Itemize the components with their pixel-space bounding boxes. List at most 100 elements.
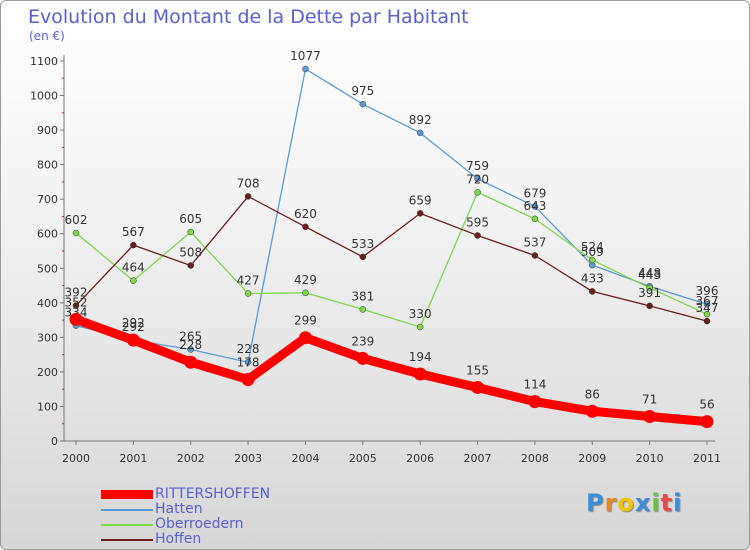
y-tick-label: 0 xyxy=(51,435,58,448)
y-tick-label: 900 xyxy=(37,124,58,137)
data-label: 537 xyxy=(523,235,546,249)
data-point xyxy=(187,346,194,353)
data-label: 433 xyxy=(581,271,604,285)
data-point xyxy=(643,409,657,423)
data-label: 605 xyxy=(179,212,202,226)
legend-label: RITTERSHOFFEN xyxy=(155,486,271,502)
data-label: 299 xyxy=(294,314,317,328)
y-tick-label: 500 xyxy=(37,262,58,275)
data-point xyxy=(413,367,427,381)
x-tick-label: 2010 xyxy=(636,452,664,465)
data-label: 659 xyxy=(409,193,432,207)
data-point xyxy=(646,302,653,310)
data-point xyxy=(531,203,539,210)
data-point xyxy=(416,129,424,137)
y-tick-label: 400 xyxy=(37,297,58,310)
logo-letter: r xyxy=(604,489,618,517)
data-label: 620 xyxy=(294,207,317,221)
data-point xyxy=(244,358,252,366)
chart-title: Evolution du Montant de la Dette par Hab… xyxy=(28,6,469,28)
y-tick-label: 1000 xyxy=(30,90,58,103)
x-tick-label: 2007 xyxy=(464,452,492,465)
data-point xyxy=(302,289,309,297)
y-tick-label: 800 xyxy=(37,159,58,172)
data-label: 178 xyxy=(237,356,260,370)
data-label: 86 xyxy=(585,387,600,401)
data-label: 643 xyxy=(523,199,546,213)
data-point xyxy=(72,229,80,237)
data-label: 265 xyxy=(179,329,202,343)
data-point xyxy=(589,288,596,295)
data-label: 391 xyxy=(638,286,661,300)
data-label: 448 xyxy=(638,266,661,280)
x-tick-label: 2004 xyxy=(291,452,319,465)
logo-letter: i xyxy=(673,489,683,517)
data-label: 155 xyxy=(466,363,489,377)
x-tick-label: 2001 xyxy=(119,452,147,465)
x-tick-label: 2002 xyxy=(177,452,205,465)
legend-swatch xyxy=(101,509,153,511)
data-label: 429 xyxy=(294,273,317,287)
data-point xyxy=(474,232,481,239)
data-point xyxy=(589,256,596,264)
data-point xyxy=(359,306,367,313)
y-tick-label: 200 xyxy=(37,366,58,379)
data-label: 720 xyxy=(466,172,489,186)
data-label: 464 xyxy=(122,261,145,275)
logo-letter: i xyxy=(651,489,661,517)
data-point xyxy=(359,253,367,261)
data-label: 114 xyxy=(523,378,546,392)
data-label: 508 xyxy=(179,246,202,260)
data-label: 1077 xyxy=(290,49,321,63)
data-label: 396 xyxy=(696,284,719,298)
data-point xyxy=(531,215,539,223)
series-line xyxy=(75,191,708,328)
data-label: 367 xyxy=(696,294,719,308)
data-point xyxy=(703,310,711,318)
series-line xyxy=(75,68,708,363)
data-label: 975 xyxy=(351,84,374,98)
y-tick-label: 300 xyxy=(37,331,58,344)
data-point xyxy=(302,223,309,231)
data-label: 347 xyxy=(696,301,719,315)
data-label: 239 xyxy=(351,334,374,348)
data-point xyxy=(471,380,485,394)
legend-label: Hatten xyxy=(155,501,203,517)
logo-letter: x xyxy=(634,489,652,517)
data-point xyxy=(187,262,194,269)
data-point xyxy=(241,373,255,387)
data-point xyxy=(356,351,370,365)
x-tick-label: 2011 xyxy=(693,452,721,465)
data-label: 352 xyxy=(65,295,88,309)
data-label: 602 xyxy=(65,213,88,227)
logo-letter: t xyxy=(660,489,674,517)
logo-letter: P xyxy=(586,489,605,517)
data-label: 330 xyxy=(409,307,432,321)
data-point xyxy=(130,241,137,249)
data-point xyxy=(126,333,140,347)
data-point xyxy=(72,302,80,309)
data-point xyxy=(187,228,194,236)
data-point xyxy=(474,189,481,196)
data-point xyxy=(585,404,599,418)
data-label: 228 xyxy=(179,338,202,352)
data-point xyxy=(244,290,252,297)
x-tick-label: 2006 xyxy=(406,452,434,465)
data-label: 292 xyxy=(122,320,145,334)
data-point xyxy=(302,65,309,73)
chart-subtitle: (en €) xyxy=(29,29,65,43)
y-tick-label: 700 xyxy=(37,193,58,206)
data-label: 443 xyxy=(638,268,661,282)
x-tick-label: 2005 xyxy=(349,452,377,465)
legend-label: Hoffen xyxy=(155,531,202,547)
data-point xyxy=(298,331,312,345)
data-point xyxy=(474,175,481,183)
series-line xyxy=(71,314,712,427)
legend-swatch xyxy=(101,490,153,499)
legend-swatch xyxy=(101,524,153,526)
y-tick-label: 100 xyxy=(37,400,58,413)
data-label: 228 xyxy=(237,342,260,356)
data-point xyxy=(703,300,711,308)
legend-swatch xyxy=(101,539,153,541)
